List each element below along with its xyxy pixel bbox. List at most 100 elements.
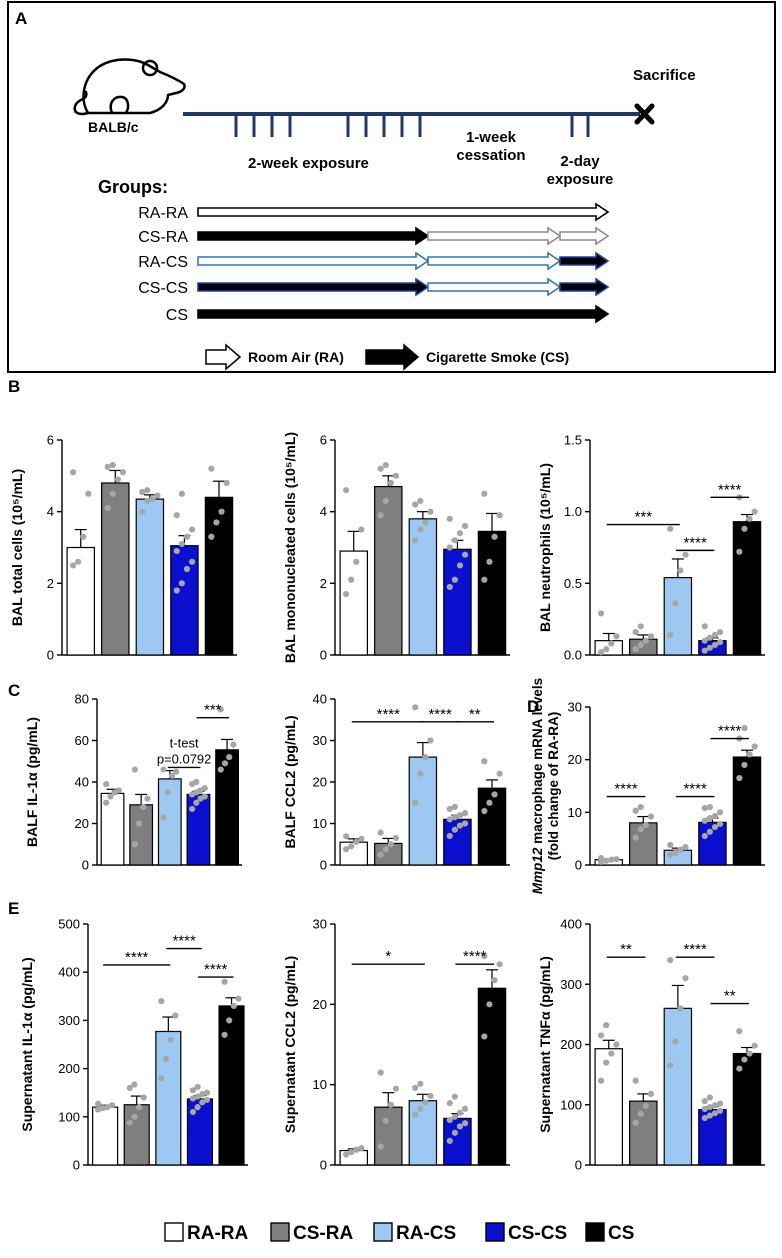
y-tick-label: 6 — [47, 433, 54, 448]
y-tick-label: 30 — [313, 917, 327, 932]
data-point — [672, 849, 679, 856]
data-point — [427, 1092, 434, 1100]
data-point — [139, 508, 146, 515]
chart-b2: 0 2 4 6 BAL mononucleated cells (10⁵/mL) — [282, 432, 510, 663]
bar-ra-cs — [663, 1007, 693, 1166]
data-point — [392, 834, 400, 842]
data-point — [149, 496, 156, 503]
data-point — [632, 1119, 639, 1126]
data-point — [135, 1104, 143, 1111]
bar-ra-cs — [408, 756, 438, 866]
data-point — [711, 1110, 719, 1117]
y-axis-label: BAL mononucleated cells (10⁵/mL) — [282, 432, 298, 663]
data-point — [446, 1116, 453, 1124]
chart-e1: 0 100 200 300 400 500 Supernatant IL-1α (pg/mL… — [19, 917, 248, 1173]
data-point — [168, 772, 176, 779]
y-axis-label: BAL neutrophils (10⁵/mL) — [537, 463, 553, 632]
legend-label: RA-CS — [396, 1223, 456, 1244]
data-point — [226, 754, 233, 761]
data-point — [203, 1096, 211, 1104]
y-tick-label: 20 — [313, 997, 327, 1012]
data-point — [173, 512, 180, 519]
data-point — [456, 1123, 464, 1130]
data-point — [417, 770, 424, 777]
data-point — [716, 639, 724, 646]
data-point — [353, 1146, 360, 1153]
significance-label: * — [385, 948, 391, 965]
group-arrow-icon — [197, 304, 610, 324]
data-point — [751, 508, 758, 515]
data-point — [382, 461, 389, 469]
data-point — [412, 1084, 419, 1091]
exposure2-label-2: exposure — [547, 171, 614, 188]
data-point — [353, 558, 360, 565]
data-point — [199, 1099, 206, 1106]
data-point — [711, 631, 719, 639]
bar-cs — [477, 787, 507, 866]
sacrifice-x-icon — [634, 103, 655, 125]
data-point — [412, 501, 419, 508]
data-point — [412, 537, 419, 544]
bar-ra-cs — [135, 498, 165, 656]
y-tick-label: 200 — [560, 1037, 582, 1052]
data-point — [751, 743, 758, 750]
significance-label: **** — [428, 706, 452, 723]
data-point — [203, 1089, 211, 1096]
significance-label: **** — [614, 781, 638, 798]
data-point — [412, 1111, 419, 1118]
data-point — [632, 807, 639, 814]
group-arrow-segment-icon — [427, 251, 562, 271]
data-point — [706, 634, 713, 641]
data-point — [158, 1075, 165, 1082]
group-arrow-segment-icon — [197, 251, 430, 271]
group-label: RA-CS — [138, 254, 188, 271]
data-point — [603, 1059, 610, 1066]
cessation-label-1: 1-week — [466, 129, 517, 146]
data-point — [417, 526, 424, 533]
data-point — [109, 461, 116, 469]
group-arrow-segment-icon — [197, 226, 430, 246]
data-point — [194, 1104, 201, 1111]
y-tick-label: 400 — [560, 917, 582, 932]
y-axis-label: Supernatant IL-1α (pg/mL) — [19, 957, 35, 1131]
data-point — [107, 793, 114, 800]
significance-label: **** — [172, 933, 196, 950]
data-point — [446, 1137, 453, 1144]
y-axis-label: BALF IL-1α (pg/mL) — [24, 717, 40, 847]
data-point — [716, 1100, 724, 1107]
data-point — [701, 1114, 708, 1122]
data-point — [173, 768, 180, 775]
data-point — [456, 812, 464, 819]
group-row-cs: CS — [166, 304, 610, 324]
data-point — [189, 1108, 197, 1116]
data-point — [451, 576, 458, 583]
data-point — [736, 775, 743, 782]
y-tick-label: 30 — [568, 700, 582, 715]
sacrifice-label: Sacrifice — [633, 67, 696, 84]
bar-cs — [218, 1005, 245, 1166]
data-point — [201, 793, 208, 800]
legend-ra-label: Room Air (RA) — [248, 349, 344, 365]
data-point — [235, 995, 242, 1002]
schematic-legend: Room Air (RA) Cigarette Smoke (CS) — [205, 343, 569, 371]
group-row-cs-cs: CS-CS — [138, 277, 610, 297]
data-point — [382, 846, 389, 853]
y-tick-label: 40 — [75, 775, 89, 790]
data-point — [377, 851, 384, 858]
significance-label: **** — [377, 706, 401, 723]
legend-swatch — [373, 1222, 393, 1242]
data-point — [126, 1119, 133, 1126]
data-point — [706, 1104, 713, 1111]
bar-cs-ra — [374, 1106, 403, 1166]
y-tick-label: 6 — [320, 433, 327, 448]
data-point — [751, 1042, 758, 1049]
data-point — [358, 835, 365, 842]
data-point — [613, 856, 620, 863]
data-point — [491, 533, 498, 540]
data-point — [677, 1005, 684, 1012]
bar-ra-ra — [92, 1106, 119, 1166]
data-point — [667, 1062, 674, 1069]
legend-label: CS-CS — [508, 1223, 567, 1244]
data-point — [377, 465, 384, 472]
